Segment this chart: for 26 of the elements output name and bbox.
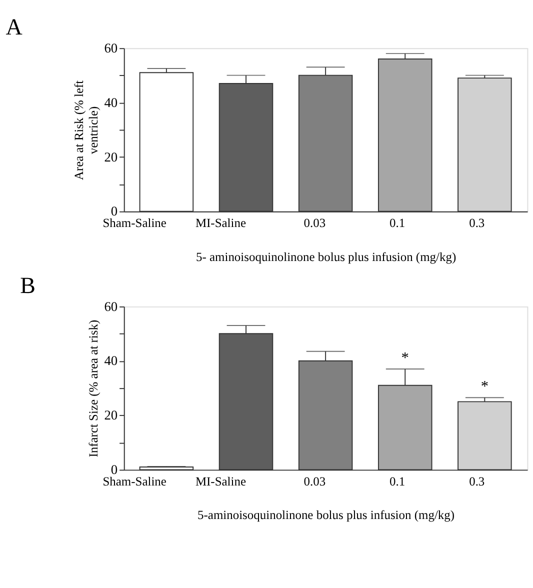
x-axis-title: 5- aminoisoquinolinone bolus plus infusion (mg/kg) xyxy=(196,250,456,264)
x-tick-label: Sham-Saline xyxy=(102,474,167,489)
y-tick-label: 40 xyxy=(104,353,118,368)
x-tick-label: 0.1 xyxy=(390,216,406,230)
y-tick-label: 0 xyxy=(110,462,118,478)
y-axis-title: Infarct Size (% area at risk) xyxy=(86,320,100,458)
x-tick-label: MI-Saline xyxy=(195,474,246,489)
y-tick-label: 40 xyxy=(104,94,118,110)
x-tick-label: Sham-Saline xyxy=(102,216,167,230)
y-tick-label: 60 xyxy=(104,40,118,56)
y-tick-label: 20 xyxy=(104,149,118,164)
x-tick-label: 0.1 xyxy=(390,474,406,489)
y-tick-label: 60 xyxy=(104,298,118,314)
x-tick-label: 0.03 xyxy=(304,474,326,489)
annotation: * xyxy=(401,349,409,366)
chart-title: B xyxy=(20,272,36,298)
annotation: * xyxy=(480,378,489,395)
y-tick-label: 0 xyxy=(110,204,118,219)
x-tick-label: 0.3 xyxy=(469,474,485,489)
x-tick-label: 0.3 xyxy=(469,216,485,230)
y-tick-label: 20 xyxy=(104,408,118,423)
x-tick-label: 0.03 xyxy=(304,216,326,230)
chart-title: A xyxy=(6,14,23,40)
y-axis-title: Area at Risk (% left ventricle) xyxy=(72,80,100,180)
x-axis-title: 5-aminoisoquinolinone bolus plus infusion (mg/kg) xyxy=(198,508,455,522)
x-tick-label: MI-Saline xyxy=(195,216,246,230)
